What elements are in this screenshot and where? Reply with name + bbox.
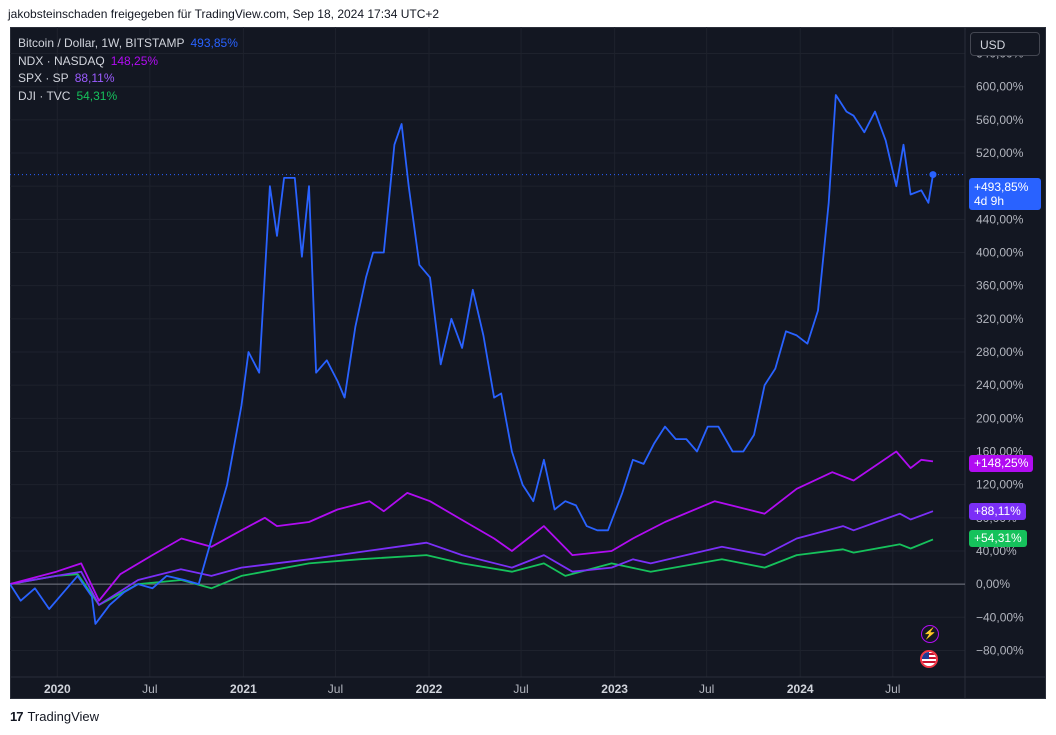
chart-panel[interactable] — [10, 27, 1046, 699]
x-tick-label: Jul — [513, 682, 528, 696]
legend-label: NDX · NASDAQ — [18, 53, 105, 68]
y-tick-label: 240,00% — [976, 378, 1024, 392]
legend-value: 493,85% — [190, 36, 238, 50]
ndx-series-line — [10, 450, 934, 602]
btc-price-badge-countdown: 4d 9h — [974, 194, 1005, 208]
flash-icon[interactable]: ⚡ — [921, 625, 939, 643]
legend-value: 54,31% — [76, 88, 118, 103]
y-tick-label: 0,00% — [976, 577, 1010, 591]
legend-label: Bitcoin / Dollar, 1W, BITSTAMP — [18, 36, 185, 50]
chart-canvas[interactable]: 640,00%600,00%560,00%520,00%480,00%440,0… — [10, 27, 1046, 699]
legend-row-btc[interactable]: Bitcoin / Dollar, 1W, BITSTAMP 493,85% — [18, 35, 238, 53]
legend-row-ndx[interactable]: NDX · NASDAQ 148,25% — [18, 53, 238, 71]
us-flag-icon[interactable] — [920, 650, 938, 668]
y-tick-label: 200,00% — [976, 411, 1024, 425]
ndx-price-badge: +148,25% — [969, 455, 1034, 472]
y-tick-label: 400,00% — [976, 246, 1024, 260]
legend-label: DJI · TVC — [18, 88, 71, 103]
btc-price-badge-value: +493,85% — [974, 180, 1029, 194]
y-tick-label: 40,00% — [976, 544, 1017, 558]
y-tick-label: 600,00% — [976, 80, 1024, 94]
spx-price-badge: +88,11% — [969, 503, 1026, 520]
legend-value: 88,11% — [74, 71, 115, 85]
x-tick-label: 2024 — [787, 682, 814, 696]
legend-value: 148,25% — [110, 53, 159, 68]
y-tick-label: 280,00% — [976, 345, 1024, 359]
x-tick-label: Jul — [142, 682, 157, 696]
legend-row-spx[interactable]: SPX · SP 88,11% — [18, 70, 238, 88]
dji-price-badge: +54,31% — [969, 530, 1027, 547]
us-flag-icon-graphic — [922, 652, 936, 666]
x-tick-label: 2020 — [44, 682, 71, 696]
x-tick-label: 2022 — [416, 682, 443, 696]
y-tick-label: 440,00% — [976, 212, 1024, 226]
legend-row-dji[interactable]: DJI · TVC 54,31% — [18, 88, 238, 106]
btc-price-badge: +493,85% 4d 9h — [969, 178, 1041, 210]
y-tick-label: −40,00% — [976, 610, 1024, 624]
y-tick-label: 560,00% — [976, 113, 1024, 127]
chart-legend: Bitcoin / Dollar, 1W, BITSTAMP 493,85% ND… — [18, 35, 238, 105]
y-tick-label: 320,00% — [976, 312, 1024, 326]
share-header: jakobsteinschaden freigegeben für Tradin… — [8, 7, 440, 21]
y-tick-label: 520,00% — [976, 146, 1024, 160]
y-tick-label: 120,00% — [976, 478, 1024, 492]
x-tick-label: Jul — [328, 682, 343, 696]
y-tick-label: 160,00% — [976, 444, 1024, 458]
x-tick-label: Jul — [699, 682, 714, 696]
legend-label: SPX · SP — [18, 71, 69, 85]
x-tick-label: 2021 — [230, 682, 257, 696]
tradingview-logo[interactable]: 17 — [10, 709, 24, 724]
brand-name[interactable]: TradingView — [27, 709, 100, 724]
btc-last-point — [929, 171, 937, 179]
currency-button[interactable]: USD — [970, 32, 1040, 56]
x-tick-label: Jul — [885, 682, 900, 696]
dji-series-line — [10, 538, 934, 606]
y-tick-label: 360,00% — [976, 279, 1024, 293]
x-tick-label: 2023 — [601, 682, 628, 696]
btc-series-line — [10, 94, 934, 625]
footer: 17 TradingView — [10, 709, 99, 724]
spx-series-line — [10, 510, 934, 606]
y-tick-label: −80,00% — [976, 643, 1024, 657]
